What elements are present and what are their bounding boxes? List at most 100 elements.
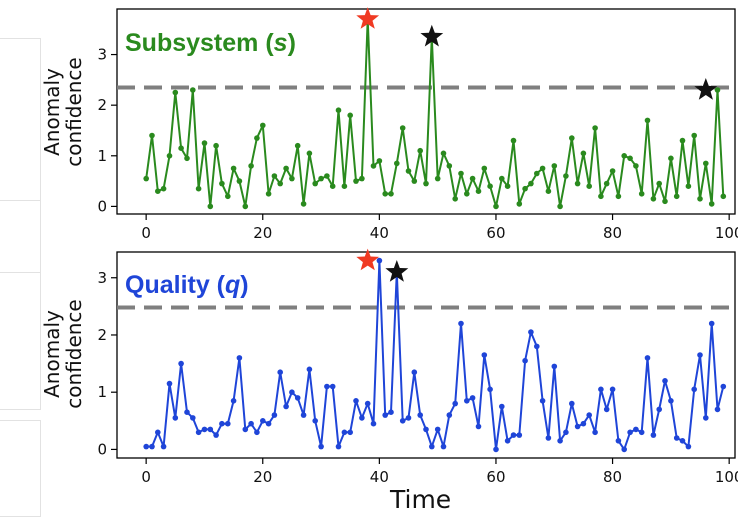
chart2-data-point bbox=[405, 415, 412, 421]
chart1-data-point bbox=[306, 150, 313, 157]
chart1-data-point bbox=[464, 191, 470, 197]
chart2-data-point bbox=[580, 420, 587, 427]
chart2-data-point bbox=[633, 426, 639, 433]
chart2-data-point bbox=[446, 412, 453, 418]
x-axis-label: Time bbox=[390, 485, 452, 514]
chart1-data-point bbox=[516, 201, 523, 207]
chart2-data-point bbox=[283, 403, 289, 410]
chart2-data-point bbox=[603, 406, 610, 413]
chart2-data-point bbox=[300, 412, 307, 418]
chart2-data-point bbox=[685, 443, 692, 450]
chart1-data-point bbox=[347, 112, 354, 119]
chart1-data-point bbox=[195, 185, 202, 192]
chart1-data-point bbox=[382, 191, 389, 197]
chart1-data-point bbox=[254, 135, 260, 141]
chart1-title: Subsystem (s) bbox=[125, 29, 296, 57]
chart2-xtick-label: 40 bbox=[370, 468, 389, 486]
chart2-data-point bbox=[481, 352, 488, 358]
chart1-data-point bbox=[260, 122, 266, 129]
chart1-data-point bbox=[213, 142, 219, 149]
chart1-data-point bbox=[411, 178, 418, 184]
chart1-data-point bbox=[324, 173, 330, 179]
chart2-data-point bbox=[318, 443, 324, 450]
chart2-data-point bbox=[260, 418, 266, 424]
chart1-data-point bbox=[528, 180, 534, 187]
chart2-data-point bbox=[545, 435, 552, 441]
chart2-data-point bbox=[621, 446, 627, 453]
chart2-data-point bbox=[248, 420, 254, 427]
chart2-data-point bbox=[586, 412, 592, 418]
chart1-data-point bbox=[644, 117, 651, 124]
chart1-data-point bbox=[277, 180, 284, 187]
chart1-data-point bbox=[166, 153, 173, 159]
chart2-data-point bbox=[213, 432, 219, 438]
chart2-data-point bbox=[382, 412, 389, 418]
chart2-data-point bbox=[207, 426, 214, 433]
chart2-data-point bbox=[312, 418, 319, 424]
chart1-data-point bbox=[598, 193, 604, 200]
chart2-xtick-label: 60 bbox=[486, 468, 505, 486]
chart1-title-text: Subsystem ( bbox=[125, 29, 274, 57]
chart1-data-point bbox=[592, 125, 598, 131]
chart2-ytick-label: 0 bbox=[97, 440, 107, 458]
chart2-data-point bbox=[423, 426, 429, 433]
chart2-data-point bbox=[359, 415, 365, 421]
chart1-data-point bbox=[329, 183, 336, 189]
chart2-data-point bbox=[341, 429, 348, 436]
chart1-data-point bbox=[609, 168, 616, 174]
chart2-data-point bbox=[329, 383, 336, 390]
chart1-data-point bbox=[650, 196, 657, 202]
side-tab-mid bbox=[0, 200, 41, 274]
chart1-data-point bbox=[638, 191, 645, 197]
chart1-data-point bbox=[376, 158, 383, 164]
chart1-data-point bbox=[493, 203, 499, 210]
chart1-data-point bbox=[627, 155, 633, 162]
chart1-data-point bbox=[423, 180, 429, 187]
chart1-data-point bbox=[225, 193, 231, 200]
chart1-data-point bbox=[452, 196, 459, 202]
chart1-data-point bbox=[551, 163, 558, 169]
chart1-data-point bbox=[539, 165, 546, 172]
chart2-data-point bbox=[697, 352, 703, 358]
ylabel-bottom-line2: confidence bbox=[62, 299, 86, 409]
chart2-title: Quality (q) bbox=[125, 271, 249, 299]
chart1-data-point bbox=[294, 142, 301, 149]
chart2-title-close: ) bbox=[240, 271, 248, 299]
chart1-data-point bbox=[487, 183, 493, 189]
chart1-data-point bbox=[143, 175, 149, 182]
chart1-data-point bbox=[248, 163, 254, 169]
chart1-data-point bbox=[475, 188, 482, 194]
chart1-anomaly-star bbox=[694, 78, 718, 100]
chart1-data-point bbox=[184, 155, 190, 162]
chart1-data-point bbox=[458, 170, 464, 177]
chart1-data-point bbox=[662, 198, 668, 205]
side-tab-lower bbox=[0, 272, 41, 410]
chart1-ytick-label: 1 bbox=[97, 147, 107, 165]
chart1-data-point bbox=[673, 193, 680, 200]
chart2-data-point bbox=[499, 403, 505, 410]
chart2-data-point bbox=[429, 443, 435, 450]
chart2-anomaly-star bbox=[385, 260, 409, 282]
chart1-data-point bbox=[236, 178, 243, 184]
chart2-data-point bbox=[230, 398, 237, 404]
ylabel-top-line1: Anomaly bbox=[40, 68, 64, 156]
chart2-data-point bbox=[638, 429, 645, 436]
chart2-data-point bbox=[650, 432, 657, 438]
chart2-data-point bbox=[569, 400, 575, 407]
chart1-data-point bbox=[399, 125, 406, 131]
chart1-data-point bbox=[230, 165, 237, 172]
chart2-data-point bbox=[242, 426, 249, 433]
chart1-data-point bbox=[615, 193, 622, 200]
chart1-data-point bbox=[353, 178, 359, 184]
chart1-data-point bbox=[481, 165, 488, 172]
chart1-ytick-label: 3 bbox=[97, 46, 107, 64]
chart1-data-point bbox=[633, 163, 639, 169]
chart1-anomaly-star bbox=[420, 24, 444, 47]
chart2-data-point bbox=[178, 360, 184, 367]
chart1-xtick-label: 80 bbox=[603, 224, 622, 242]
chart2-data-point bbox=[528, 329, 534, 335]
chart1-data-point bbox=[708, 201, 715, 207]
chart2-data-point bbox=[627, 429, 633, 436]
chart2-data-point bbox=[166, 380, 173, 387]
chart2-data-point bbox=[411, 369, 418, 376]
